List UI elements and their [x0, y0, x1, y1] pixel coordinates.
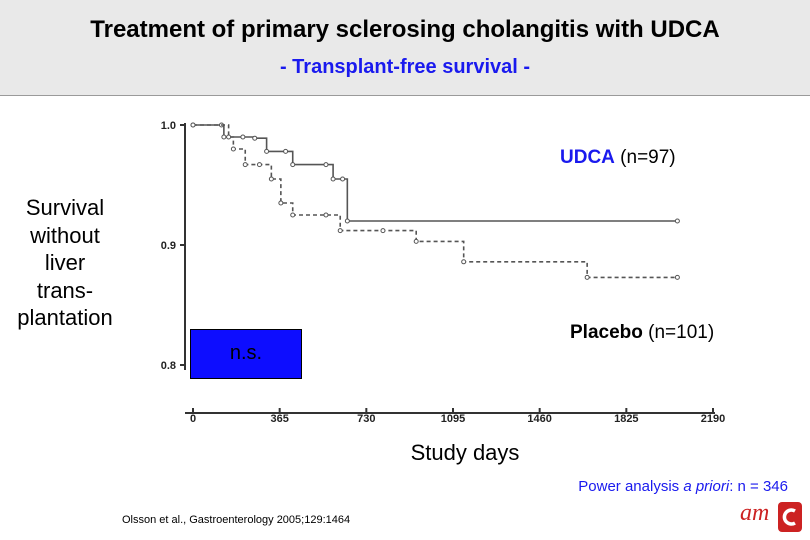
- placebo-data-point: [337, 228, 343, 234]
- y-axis-label-line: without: [30, 222, 100, 248]
- y-tick-label: 0.9: [161, 240, 176, 252]
- udca-survival-curve: [193, 124, 678, 222]
- y-tick-label: 1.0: [161, 120, 176, 132]
- x-tick-label: 1095: [441, 413, 465, 425]
- placebo-data-point: [230, 146, 236, 152]
- udca-series-label: UDCA (n=97): [560, 147, 676, 169]
- x-tick-label: 1825: [614, 413, 638, 425]
- survival-chart: 1.0 0.9 0.8 0 365 730 1095 1460 1825 2190: [161, 120, 726, 425]
- title-header: Treatment of primary sclerosing cholangi…: [0, 0, 810, 96]
- power-italic: a priori: [683, 478, 730, 495]
- y-tick-label: 0.8: [161, 360, 176, 372]
- x-tick-label: 0: [190, 413, 196, 425]
- placebo-series-label: Placebo (n=101): [570, 322, 714, 344]
- placebo-data-point: [268, 176, 274, 182]
- x-tick-label: 2190: [701, 413, 725, 425]
- placebo-data-point: [413, 238, 419, 244]
- footer: [0, 468, 810, 540]
- placebo-data-point: [278, 200, 284, 206]
- y-axis-label-line: plantation: [17, 305, 113, 330]
- slide-subtitle: - Transplant-free survival -: [279, 56, 531, 78]
- placebo-data-point: [584, 274, 590, 280]
- x-tick-label: 1460: [527, 413, 551, 425]
- y-axis-label-line: trans-: [36, 277, 94, 303]
- udca-data-point: [283, 148, 289, 154]
- placebo-data-point: [190, 122, 196, 128]
- placebo-name: Placebo: [570, 322, 643, 343]
- placebo-data-point: [242, 162, 248, 168]
- slide-title: Treatment of primary sclerosing cholangi…: [90, 16, 720, 43]
- power-suffix: : n = 346: [729, 478, 788, 495]
- udca-data-point: [344, 218, 350, 224]
- udca-data-point: [252, 135, 258, 141]
- logo-c-icon: [778, 502, 802, 532]
- x-axis-label: Study days: [398, 440, 532, 466]
- udca-data-point: [240, 134, 246, 140]
- udca-count: (n=97): [620, 147, 676, 168]
- significance-label: n.s.: [229, 342, 263, 364]
- udca-data-point: [221, 134, 227, 140]
- udca-data-point: [330, 176, 336, 182]
- plot-area: 1.0 0.9 0.8 0 365 730 1095 1460 1825 2190: [138, 100, 760, 465]
- logo-text: am: [740, 500, 770, 526]
- placebo-data-point: [256, 162, 262, 168]
- x-tick-label: 365: [270, 413, 288, 425]
- citation: Olsson et al., Gastroenterology 2005;129…: [122, 514, 351, 526]
- placebo-data-point: [461, 259, 467, 265]
- amc-logo: am: [740, 498, 802, 536]
- y-axis-label-line: Survival: [25, 195, 105, 220]
- udca-data-point: [323, 162, 329, 168]
- udca-data-point: [674, 218, 680, 224]
- placebo-count: (n=101): [648, 322, 715, 343]
- power-analysis-note: Power analysis a priori: n = 346: [578, 478, 788, 495]
- placebo-data-point: [674, 274, 680, 280]
- y-axis-label: Survival without liver trans-plantation: [5, 194, 125, 332]
- udca-name: UDCA: [560, 147, 615, 168]
- placebo-data-point: [323, 212, 329, 218]
- udca-data-point: [340, 176, 346, 182]
- placebo-data-point: [226, 134, 232, 140]
- udca-data-point: [290, 162, 296, 168]
- placebo-data-point: [290, 212, 296, 218]
- y-axis-label-line: liver: [44, 250, 86, 275]
- significance-box: n.s.: [190, 329, 302, 379]
- x-tick-label: 730: [357, 413, 375, 425]
- power-prefix: Power analysis: [578, 478, 684, 495]
- placebo-data-point: [380, 228, 386, 234]
- udca-data-point: [264, 148, 270, 154]
